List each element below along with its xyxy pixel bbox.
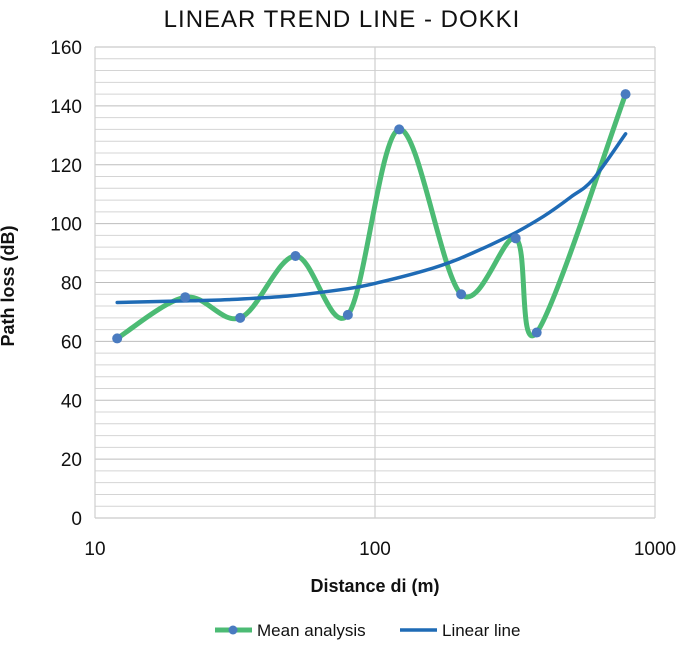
y-tick-label: 40 [61,391,82,412]
x-tick-label: 100 [359,539,391,560]
y-tick-label: 80 [61,274,82,295]
data-point-mean-analysis [456,289,467,300]
data-point-mean-analysis [112,333,123,344]
data-point-mean-analysis [620,89,631,100]
x-tick-label: 10 [84,539,105,560]
y-axis-title: Path loss (dB) [0,225,18,346]
series-layer [112,89,631,344]
y-tick-label: 140 [50,97,82,118]
data-point-mean-analysis [531,327,542,338]
legend-marker-mean-analysis [228,625,238,635]
legend-label-linear-line: Linear line [442,621,520,640]
y-tick-label: 0 [71,509,82,530]
y-tick-label: 60 [61,332,82,353]
data-point-mean-analysis [290,251,301,262]
chart-title: LINEAR TREND LINE - DOKKI [164,6,521,33]
y-tick-label: 20 [61,450,82,471]
x-tick-label: 1000 [634,539,676,560]
data-point-mean-analysis [180,292,191,303]
data-point-mean-analysis [510,233,521,244]
y-tick-labels: 0 20 40 60 80 100 120 140 160 [50,38,82,530]
legend-label-mean-analysis: Mean analysis [257,621,366,640]
data-point-mean-analysis [235,312,246,323]
legend: Mean analysis Linear line [215,621,520,640]
x-tick-labels: 10 100 1000 [84,539,676,560]
series-line-linear-line [115,132,628,305]
x-axis-title: Distance di (m) [310,576,439,596]
data-point-mean-analysis [342,309,353,320]
grid-layer [94,46,656,519]
y-tick-label: 120 [50,156,82,177]
y-tick-label: 160 [50,38,82,59]
data-point-mean-analysis [394,124,405,135]
y-tick-label: 100 [50,215,82,236]
